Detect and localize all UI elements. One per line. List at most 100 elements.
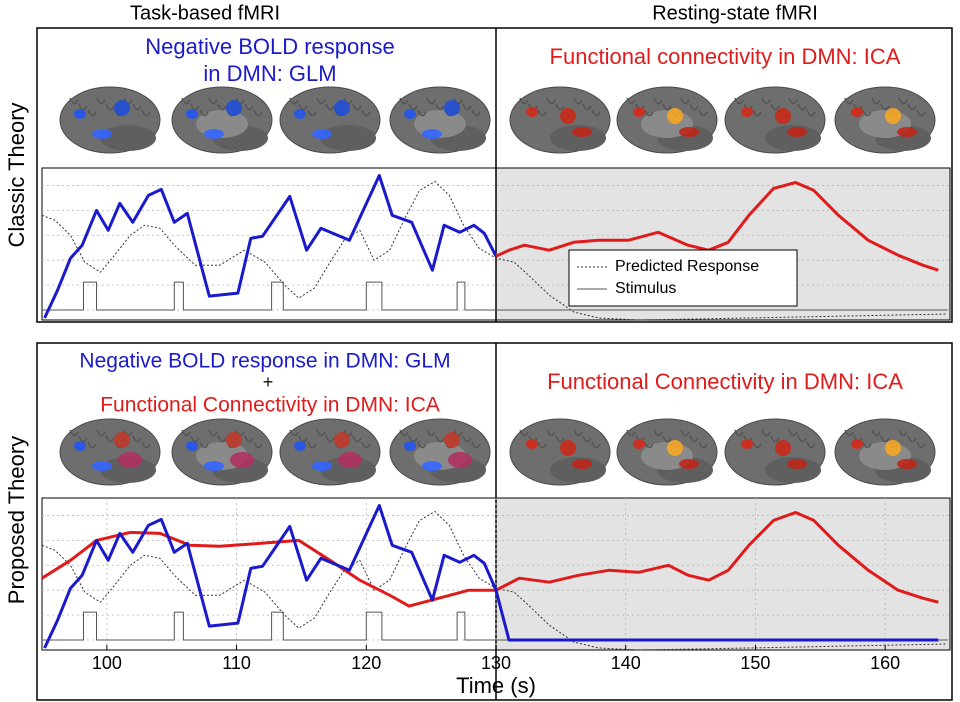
panel-frame <box>36 27 953 323</box>
activation-blob <box>338 452 362 468</box>
activation-blob <box>204 129 224 139</box>
brain-sulcus <box>426 97 436 105</box>
brain-sulcus <box>199 441 209 449</box>
plot-frame <box>41 167 951 321</box>
panel-annotation: Negative BOLD response in DMN: GLM <box>79 350 450 373</box>
brain-image <box>616 418 718 486</box>
brain-image <box>389 86 491 154</box>
brain-image <box>171 86 273 154</box>
brain-sulcus <box>289 429 299 437</box>
brain-sulcus <box>788 429 798 437</box>
brain-sulcus <box>408 435 418 443</box>
row-label: Classic Theory <box>4 102 29 247</box>
brain-sulcus <box>190 103 200 111</box>
brain-sulcus <box>244 103 254 111</box>
brain-sulcus <box>752 441 762 449</box>
activation-blob <box>186 109 198 119</box>
activation-blob <box>572 127 592 137</box>
brain-sulcus <box>399 97 409 105</box>
activation-blob <box>667 440 683 456</box>
activation-blob <box>226 432 242 448</box>
activation-blob <box>404 441 416 451</box>
x-tick-label: 130 <box>481 653 511 673</box>
brain-sulcus <box>626 429 636 437</box>
activation-blob <box>294 441 306 451</box>
legend-label: Stimulus <box>615 280 676 297</box>
brain-lobe <box>100 125 156 151</box>
brain-sulcus <box>96 429 106 437</box>
brain-sulcus <box>208 429 218 437</box>
brain-sulcus <box>435 103 445 111</box>
brain-sulcus <box>199 109 209 117</box>
brain-sulcus <box>680 97 690 105</box>
activation-blob <box>851 107 863 117</box>
activation-blob <box>679 459 699 469</box>
panel-annotation: + <box>263 372 274 392</box>
brain-lobe <box>320 457 376 483</box>
brain-sulcus <box>307 109 317 117</box>
brain-sulcus <box>582 103 592 111</box>
x-tick-label: 120 <box>351 653 381 673</box>
brain-sulcus <box>916 109 926 117</box>
brain-sulcus <box>316 429 326 437</box>
brain-sulcus <box>871 429 881 437</box>
activation-blob <box>422 461 442 471</box>
brain-sulcus <box>788 97 798 105</box>
activation-blob <box>230 452 254 468</box>
brain-sulcus <box>141 109 151 117</box>
brain-sulcus <box>734 429 744 437</box>
panel-annotation: Negative BOLD response <box>145 34 394 59</box>
brain-sulcus <box>426 429 436 437</box>
column-title: Resting-state fMRI <box>652 2 818 24</box>
brain-image <box>509 418 611 486</box>
activation-blob <box>204 461 224 471</box>
brain-sulcus <box>298 435 308 443</box>
activation-blob <box>118 452 142 468</box>
brain-sulcus <box>96 97 106 105</box>
brain-sulcus <box>132 103 142 111</box>
data-line <box>42 281 948 311</box>
brain-sulcus <box>573 97 583 105</box>
panel-frame <box>36 342 953 701</box>
activation-blob <box>775 108 791 124</box>
brain-sulcus <box>69 429 79 437</box>
x-tick-label: 160 <box>870 653 900 673</box>
brain-sulcus <box>141 441 151 449</box>
x-axis-label: Time (s) <box>456 673 536 698</box>
activation-blob <box>885 108 901 124</box>
activation-blob <box>667 108 683 124</box>
activation-blob <box>334 432 350 448</box>
data-line <box>43 504 939 649</box>
panel-annotation: Functional Connectivity in DMN: ICA <box>100 394 440 417</box>
brain-sulcus <box>546 429 556 437</box>
brain-sulcus <box>880 435 890 443</box>
brain-sulcus <box>546 97 556 105</box>
brain-image <box>509 86 611 154</box>
activation-blob <box>444 432 460 448</box>
brain-sulcus <box>698 109 708 117</box>
brain-sulcus <box>916 441 926 449</box>
brain-image <box>279 418 381 486</box>
column-title: Task-based fMRI <box>130 2 280 24</box>
brain-sulcus <box>806 109 816 117</box>
brain-sulcus <box>208 97 218 105</box>
activation-blob <box>334 100 350 116</box>
brain-sulcus <box>898 429 908 437</box>
activation-blob <box>787 127 807 137</box>
data-line <box>43 174 498 319</box>
brain-lobe <box>765 125 821 151</box>
brain-sulcus <box>537 109 547 117</box>
activation-blob <box>294 109 306 119</box>
brain-sulcus <box>307 441 317 449</box>
brain-sulcus <box>519 97 529 105</box>
brain-sulcus <box>105 103 115 111</box>
brain-sulcus <box>289 97 299 105</box>
brain-sulcus <box>907 103 917 111</box>
panel-annotation: Functional connectivity in DMN: ICA <box>550 44 901 69</box>
activation-blob <box>444 100 460 116</box>
brain-lobe <box>320 125 376 151</box>
activation-blob <box>92 461 112 471</box>
activation-blob <box>226 100 242 116</box>
brain-sulcus <box>844 97 854 105</box>
